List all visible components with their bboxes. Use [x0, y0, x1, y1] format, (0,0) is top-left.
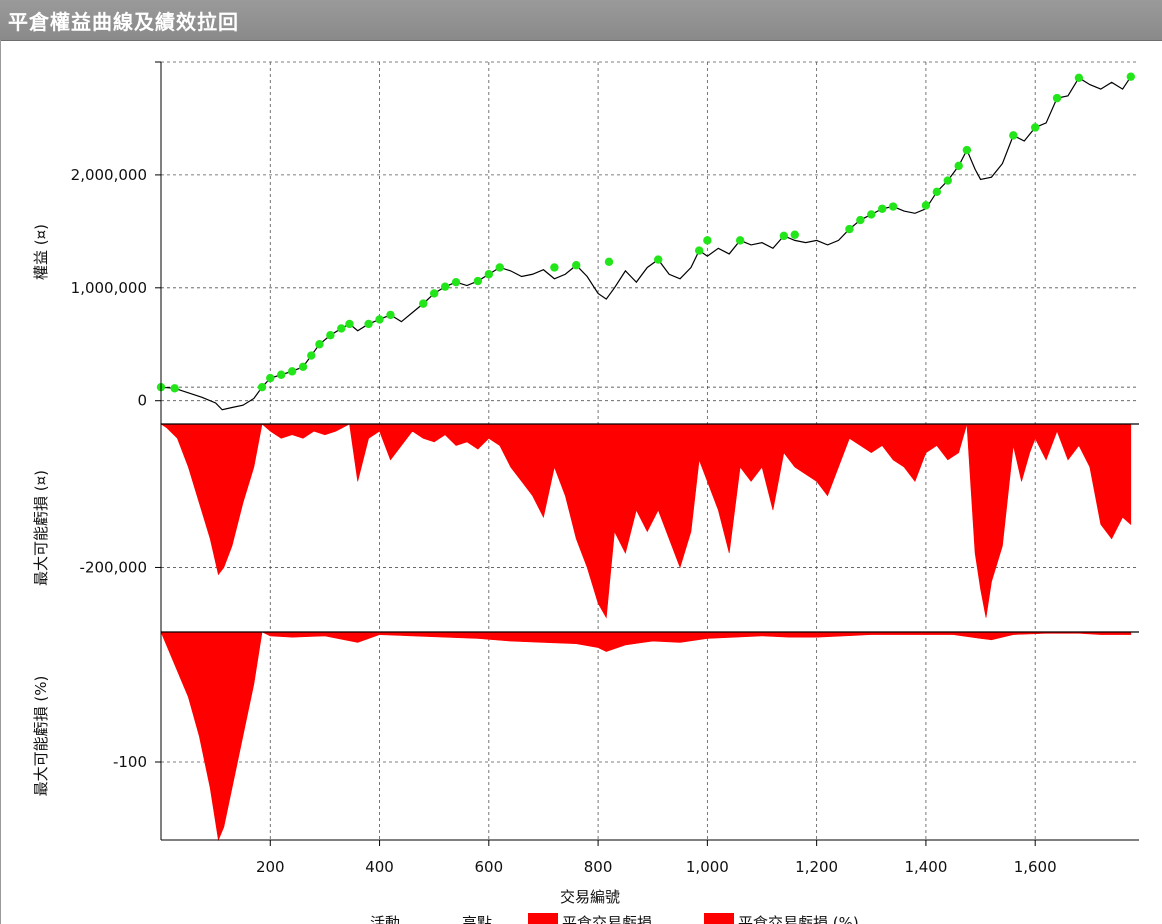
high-marker-18 — [451, 277, 461, 287]
high-marker-25 — [653, 255, 663, 264]
high-marker-24 — [604, 257, 614, 267]
legend-item-high: 高點 — [462, 914, 492, 924]
x-tick-label-3: 800 — [584, 858, 613, 876]
x-tick-label-5: 1,200 — [795, 858, 838, 876]
legend-swatch-drawdown-value — [528, 913, 558, 924]
window-title: 平倉權益曲線及績效拉回 — [8, 10, 239, 34]
x-axis-label: 交易編號 — [560, 888, 620, 906]
high-marker-36 — [921, 201, 931, 210]
high-marker-10 — [337, 324, 346, 333]
high-marker-8 — [315, 340, 324, 349]
high-marker-15 — [419, 299, 428, 308]
high-marker-39 — [954, 161, 963, 171]
high-marker-17 — [440, 282, 450, 291]
high-marker-12 — [364, 319, 373, 329]
high-marker-31 — [845, 224, 854, 234]
high-marker-4 — [277, 370, 286, 379]
high-marker-27 — [703, 236, 712, 245]
high-marker-32 — [856, 215, 865, 225]
x-tick-label-2: 600 — [475, 858, 504, 876]
high-marker-29 — [779, 231, 789, 241]
drawdown-percent-area — [160, 631, 1132, 842]
equity-tick-label-0: 0 — [137, 392, 147, 410]
high-marker-42 — [1030, 123, 1040, 132]
high-marker-7 — [307, 351, 316, 360]
window-frame — [0, 40, 1, 924]
x-tick-label-1: 400 — [365, 858, 394, 876]
legend-item-drawdown-percent: 平倉交易虧損 (%) — [738, 914, 859, 924]
drawdown-value-area — [159, 423, 1132, 619]
high-marker-14 — [386, 310, 395, 320]
high-marker-23 — [572, 261, 581, 270]
drawdown-percent-axis-label: 最大可能虧損 (%) — [32, 676, 50, 797]
x-tick-label-6: 1,400 — [904, 858, 947, 876]
high-marker-37 — [932, 187, 942, 197]
ddv-tick-label-0: -200,000 — [80, 558, 147, 576]
high-marker-11 — [345, 319, 354, 329]
high-marker-2 — [257, 382, 267, 392]
high-marker-43 — [1052, 93, 1062, 103]
legend-item-drawdown-value: 平倉交易虧損 — [562, 914, 652, 924]
drawdown-value-axis-label: 最大可能虧損 (¤) — [32, 470, 50, 586]
equity-axis-label: 權益 (¤) — [32, 224, 50, 280]
equity-tick-label-1: 1,000,000 — [71, 279, 147, 297]
high-marker-33 — [867, 210, 876, 219]
high-marker-38 — [943, 176, 952, 185]
x-tick-label-4: 1,000 — [686, 858, 729, 876]
high-marker-26 — [694, 246, 704, 255]
equity-tick-label-2: 2,000,000 — [71, 166, 147, 184]
high-marker-28 — [735, 236, 745, 245]
high-marker-21 — [495, 263, 504, 272]
x-tick-label-7: 1,600 — [1014, 858, 1057, 876]
high-marker-30 — [790, 230, 799, 239]
x-tick-label-0: 200 — [256, 858, 285, 876]
legend-item-active: 活動 — [370, 914, 400, 924]
high-marker-41 — [1009, 131, 1018, 140]
high-marker-20 — [484, 270, 494, 279]
high-marker-9 — [326, 331, 335, 340]
high-marker-6 — [298, 362, 308, 372]
high-marker-19 — [473, 276, 483, 286]
high-marker-22 — [550, 263, 559, 272]
high-marker-40 — [962, 145, 972, 155]
chart-legend: 活動 高點 平倉交易虧損 平倉交易虧損 (%) — [370, 913, 859, 924]
high-marker-45 — [1126, 72, 1136, 81]
high-marker-3 — [266, 373, 275, 383]
ddp-tick-label-0: -100 — [113, 753, 147, 771]
high-marker-44 — [1074, 73, 1084, 83]
high-marker-16 — [429, 289, 439, 298]
high-marker-5 — [287, 367, 297, 376]
title-bar: 平倉權益曲線及績效拉回 — [0, 0, 1162, 41]
high-marker-34 — [878, 204, 887, 213]
equity-line — [160, 76, 1132, 411]
high-marker-35 — [888, 202, 898, 211]
high-marker-13 — [375, 315, 384, 324]
legend-swatch-drawdown-percent — [704, 913, 734, 924]
high-marker-1 — [170, 384, 179, 393]
